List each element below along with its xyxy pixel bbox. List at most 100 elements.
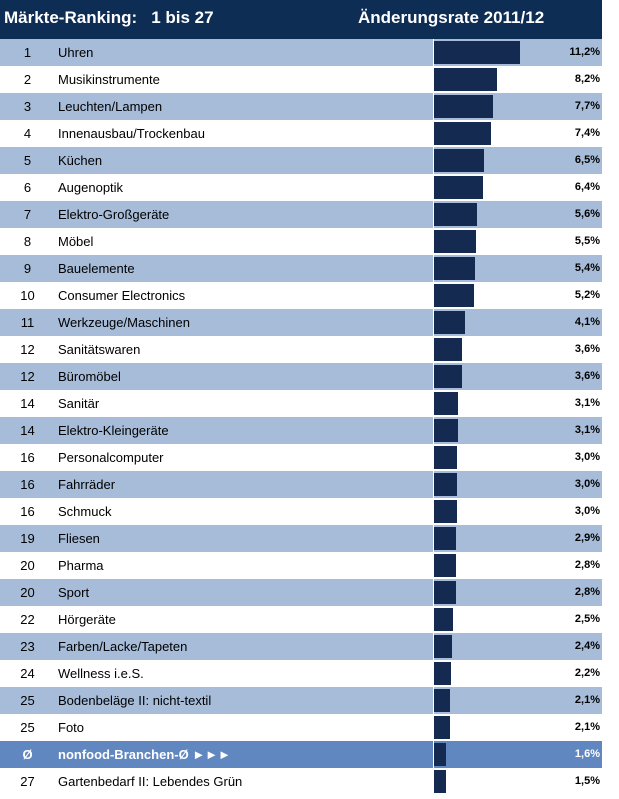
- table-row: 19 Fliesen 2,9%: [0, 525, 602, 552]
- table-row: 2 Musikinstrumente 8,2%: [0, 66, 602, 93]
- bar: [434, 311, 465, 334]
- table-row: 20 Pharma 2,8%: [0, 552, 602, 579]
- bar: [434, 257, 475, 280]
- axis-line: [433, 93, 434, 120]
- title-text: Märkte-Ranking:: [4, 8, 138, 27]
- bar: [434, 689, 450, 712]
- value-label: 3,1%: [574, 424, 600, 436]
- category-label: Augenoptik: [58, 180, 124, 195]
- axis-line: [433, 174, 434, 201]
- rank-label: 20: [20, 558, 35, 573]
- rank-label: 4: [23, 126, 32, 141]
- rank-label: 5: [23, 153, 32, 168]
- value-label: 5,6%: [574, 208, 600, 220]
- rank-label: 14: [20, 423, 35, 438]
- bar: [434, 419, 458, 442]
- axis-line: [433, 120, 434, 147]
- bar: [434, 554, 456, 577]
- chart-header: Märkte-Ranking: 1 bis 27 Änderungsrate 20…: [0, 0, 602, 39]
- table-row: 23 Farben/Lacke/Tapeten 2,4%: [0, 633, 602, 660]
- rank-label: 23: [20, 639, 35, 654]
- rank-label: 11: [20, 315, 35, 330]
- table-row: 14 Sanitär 3,1%: [0, 390, 602, 417]
- bar: [434, 446, 457, 469]
- bar: [434, 203, 477, 226]
- bar: [434, 365, 462, 388]
- table-row: 11 Werkzeuge/Maschinen 4,1%: [0, 309, 602, 336]
- value-label: 7,4%: [574, 127, 600, 139]
- rank-label: 25: [20, 720, 35, 735]
- bar: [434, 176, 483, 199]
- table-row: 12 Büromöbel 3,6%: [0, 363, 602, 390]
- axis-line: [433, 390, 434, 417]
- category-label: Sanitär: [58, 396, 100, 411]
- axis-line: [433, 201, 434, 228]
- category-label: Personalcomputer: [58, 450, 164, 465]
- axis-line: [433, 66, 434, 93]
- bar: [434, 770, 446, 793]
- rank-label: 1: [23, 45, 32, 60]
- axis-line: [433, 471, 434, 498]
- rank-label: 10: [20, 288, 35, 303]
- axis-line: [433, 363, 434, 390]
- category-label: Büromöbel: [58, 369, 121, 384]
- table-row: 20 Sport 2,8%: [0, 579, 602, 606]
- axis-line: [433, 147, 434, 174]
- rank-label: 24: [20, 666, 35, 681]
- range-text: 1 bis 27: [151, 8, 214, 27]
- category-label: Sanitätswaren: [58, 342, 141, 357]
- category-label: Wellness i.e.S.: [58, 666, 144, 681]
- rank-label: 6: [23, 180, 32, 195]
- table-row: 12 Sanitätswaren 3,6%: [0, 336, 602, 363]
- bar: [434, 635, 452, 658]
- bar: [434, 608, 453, 631]
- bar: [434, 149, 484, 172]
- table-row: 9 Bauelemente 5,4%: [0, 255, 602, 282]
- axis-line: [433, 309, 434, 336]
- category-label: Bauelemente: [58, 261, 135, 276]
- bar: [434, 473, 457, 496]
- rank-label: 20: [20, 585, 35, 600]
- bar: [434, 743, 446, 766]
- value-label: 5,2%: [574, 289, 600, 301]
- category-label: Musikinstrumente: [58, 72, 160, 87]
- rank-label: 2: [23, 72, 32, 87]
- table-row: 10 Consumer Electronics 5,2%: [0, 282, 602, 309]
- category-label: Leuchten/Lampen: [58, 99, 163, 114]
- ranking-table: 1 Uhren 11,2% 2 Musikinstrumente 8,2% 3 Leuchte…: [0, 39, 602, 795]
- table-row: 14 Elektro-Kleingeräte 3,1%: [0, 417, 602, 444]
- rank-label: 22: [20, 612, 35, 627]
- axis-line: [433, 714, 434, 741]
- axis-line: [433, 336, 434, 363]
- axis-line: [433, 768, 434, 795]
- rank-label: 12: [20, 342, 35, 357]
- axis-line: [433, 282, 434, 309]
- category-label: nonfood-Branchen-Ø ►►►: [58, 747, 231, 762]
- table-row: 25 Bodenbeläge II: nicht-textil 2,1%: [0, 687, 602, 714]
- axis-line: [433, 687, 434, 714]
- table-row: 1 Uhren 11,2%: [0, 39, 602, 66]
- value-label: 2,1%: [574, 721, 600, 733]
- table-row: 22 Hörgeräte 2,5%: [0, 606, 602, 633]
- value-label: 2,2%: [574, 667, 600, 679]
- axis-line: [433, 417, 434, 444]
- category-label: Pharma: [58, 558, 104, 573]
- value-label: 5,5%: [574, 235, 600, 247]
- value-label: 11,2%: [569, 46, 600, 58]
- bar: [434, 95, 493, 118]
- table-row: 6 Augenoptik 6,4%: [0, 174, 602, 201]
- bar: [434, 392, 458, 415]
- value-label: 3,6%: [574, 370, 600, 382]
- rank-label: 8: [23, 234, 32, 249]
- axis-line: [433, 606, 434, 633]
- bar: [434, 230, 476, 253]
- value-label: 3,1%: [574, 397, 600, 409]
- category-label: Sport: [58, 585, 90, 600]
- category-label: Consumer Electronics: [58, 288, 186, 303]
- category-label: Fliesen: [58, 531, 100, 546]
- value-label: 2,1%: [574, 694, 600, 706]
- rank-label: 16: [20, 477, 35, 492]
- value-label: 2,8%: [574, 586, 600, 598]
- category-label: Möbel: [58, 234, 94, 249]
- table-row: 27 Gartenbedarf II: Lebendes Grün 1,5%: [0, 768, 602, 795]
